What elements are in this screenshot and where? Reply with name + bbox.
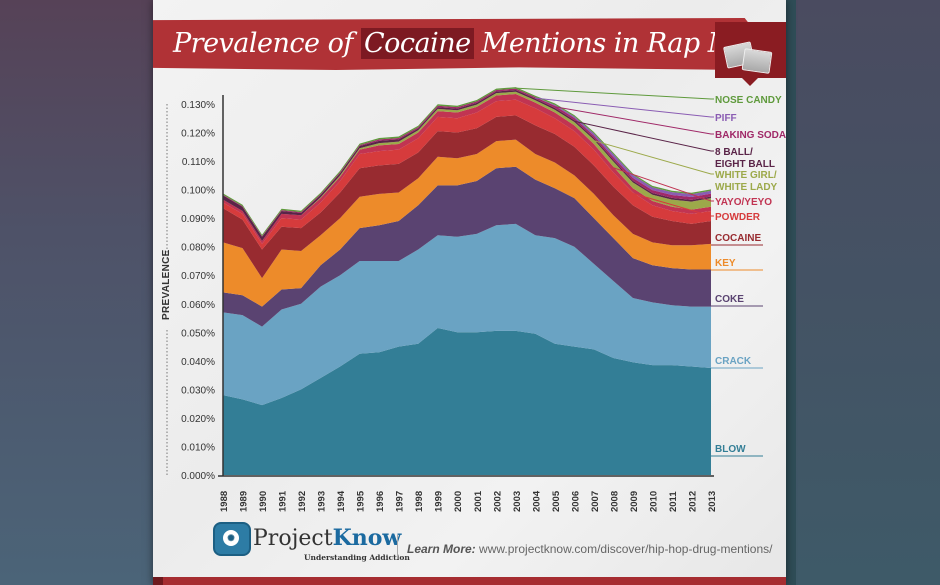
brain-glyph: ✺: [223, 530, 239, 546]
legend-label: PIFF: [715, 113, 737, 124]
legend-label: WHITE LADY: [715, 182, 778, 193]
area-crack: [223, 223, 711, 406]
legend-leader-line: [515, 87, 714, 100]
infographic-sheet: Prevalence of Cocaine Mentions in Rap Mu…: [153, 0, 786, 585]
y-tick-label: 0.050%: [181, 328, 215, 339]
brand-project: Project: [253, 526, 333, 551]
x-tick-label: 2001: [473, 490, 484, 512]
learn-more[interactable]: Learn More: www.projectknow.com/discover…: [407, 542, 773, 556]
area-yayo-yeyo: [223, 94, 711, 244]
legend-label: YAYO/YEYO: [715, 197, 772, 208]
brain-speech-bubble-icon: ✺: [213, 522, 251, 556]
title-prefix: Prevalence of: [173, 28, 353, 59]
legend-label: 8 BALL/: [715, 147, 753, 158]
legend-label: BLOW: [715, 444, 746, 455]
y-tick-label: 0.080%: [181, 243, 215, 254]
legend-label: COKE: [715, 294, 744, 305]
x-tick-label: 2003: [512, 491, 523, 512]
x-tick-label: 2009: [629, 491, 640, 512]
bottom-bar-accent: [153, 577, 163, 585]
x-tick-label: 2000: [453, 491, 464, 512]
legend-label: BAKING SODA: [715, 130, 786, 141]
panel-edge: [786, 0, 796, 585]
page-title: Prevalence of Cocaine Mentions in Rap Mu…: [173, 28, 786, 59]
cocaine-bags-icon: [715, 38, 786, 78]
background-panel-right: [786, 0, 940, 585]
x-tick-label: 2006: [570, 491, 581, 512]
x-tick-label: 2007: [590, 491, 601, 512]
legend-label: CRACK: [715, 356, 752, 367]
brand-tagline: Understanding Addiction: [304, 553, 410, 562]
legend-label: POWDER: [715, 212, 761, 223]
x-tick-label: 1993: [317, 491, 328, 512]
bottom-bar: [153, 577, 786, 585]
x-tick-label: 2013: [707, 491, 718, 512]
x-tick-label: 2004: [531, 490, 542, 512]
y-tick-label: 0.020%: [181, 414, 215, 425]
area-powder: [223, 99, 711, 250]
legend-leader-line: [554, 106, 714, 135]
learn-more-label: Learn More:: [407, 542, 476, 556]
legend-leader-line: [535, 97, 714, 118]
area-8-ball-eight-ball: [223, 90, 711, 241]
y-tick-label: 0.010%: [181, 442, 215, 453]
y-tick-label: 0.000%: [181, 471, 215, 482]
x-tick-label: 1989: [239, 491, 250, 512]
footer-divider: [397, 535, 398, 559]
x-tick-label: 1994: [336, 490, 347, 512]
y-tick-label: 0.130%: [181, 100, 215, 111]
x-tick-label: 1992: [297, 491, 308, 512]
x-tick-label: 2002: [492, 491, 503, 512]
y-tick-label: 0.070%: [181, 271, 215, 282]
x-tick-label: 2010: [648, 491, 659, 512]
legend-label: KEY: [715, 258, 736, 269]
y-tick-label: 0.040%: [181, 357, 215, 368]
x-tick-label: 1995: [356, 490, 367, 512]
legend-leader-line: [613, 167, 714, 202]
x-tick-label: 1990: [258, 491, 269, 512]
area-key: [223, 139, 711, 307]
x-tick-label: 2012: [687, 491, 698, 512]
legend-label: COCAINE: [715, 233, 761, 244]
x-tick-label: 2005: [551, 490, 562, 512]
learn-more-url[interactable]: www.projectknow.com/discover/hip-hop-dru…: [479, 542, 773, 556]
y-tick-label: 0.100%: [181, 186, 215, 197]
x-tick-label: 1999: [434, 491, 445, 512]
stacked-area-chart: 0.000% 0.010% 0.020% 0.030% 0.040% 0.050% 0.06…: [166, 87, 786, 512]
x-tick-label: 1996: [375, 491, 386, 512]
x-tick-label: 2011: [668, 491, 679, 512]
area-blow: [223, 328, 711, 475]
y-tick-label: 0.030%: [181, 385, 215, 396]
y-tick-label: 0.060%: [181, 300, 215, 311]
legend-label: NOSE CANDY: [715, 95, 782, 106]
legend-label: WHITE GIRL/: [715, 170, 777, 181]
x-tick-label: 1998: [414, 491, 425, 512]
legend-label: EIGHT BALL: [715, 159, 775, 170]
title-highlight: Cocaine: [360, 28, 474, 59]
x-tick-label: 1988: [219, 491, 230, 512]
brand-know: Know: [332, 525, 402, 551]
y-tick-label: 0.110%: [182, 157, 215, 168]
area-cocaine: [223, 115, 711, 279]
area-white-girl-white-lady: [223, 91, 711, 241]
corner-arrow: [742, 78, 758, 86]
legend-leader-line: [574, 120, 714, 152]
x-tick-label: 1991: [278, 490, 289, 512]
x-tick-label: 1997: [395, 491, 406, 512]
y-tick-label: 0.090%: [181, 214, 215, 225]
brand-logo[interactable]: ProjectKnow: [253, 525, 401, 551]
area-coke: [223, 166, 711, 327]
y-tick-label: 0.120%: [181, 129, 215, 140]
x-tick-label: 2008: [609, 491, 620, 512]
legend-leader-line: [632, 192, 714, 217]
legend-leader-line: [593, 140, 714, 175]
